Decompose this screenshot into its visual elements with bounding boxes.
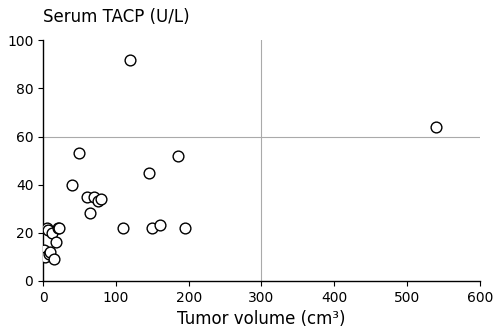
Point xyxy=(126,57,134,62)
Point xyxy=(432,124,440,130)
Point xyxy=(148,225,156,230)
Point xyxy=(156,223,164,228)
Point xyxy=(52,240,60,245)
Point xyxy=(76,151,84,156)
Point xyxy=(48,230,56,236)
Point xyxy=(174,153,182,158)
Point xyxy=(42,225,50,230)
Point xyxy=(82,194,90,199)
Point xyxy=(86,211,94,216)
Point xyxy=(46,249,54,255)
Point xyxy=(55,225,63,230)
Point xyxy=(41,254,49,259)
Point xyxy=(90,194,98,199)
X-axis label: Tumor volume (cm³): Tumor volume (cm³) xyxy=(177,310,346,328)
Point xyxy=(44,227,52,233)
Text: Serum TACP (U/L): Serum TACP (U/L) xyxy=(43,8,190,26)
Point xyxy=(119,225,127,230)
Point xyxy=(45,252,53,257)
Point xyxy=(50,257,58,262)
Point xyxy=(94,199,102,204)
Point xyxy=(40,247,48,252)
Point xyxy=(181,225,189,230)
Point xyxy=(144,170,152,175)
Point xyxy=(54,225,62,230)
Point xyxy=(68,182,76,187)
Point xyxy=(98,196,106,202)
